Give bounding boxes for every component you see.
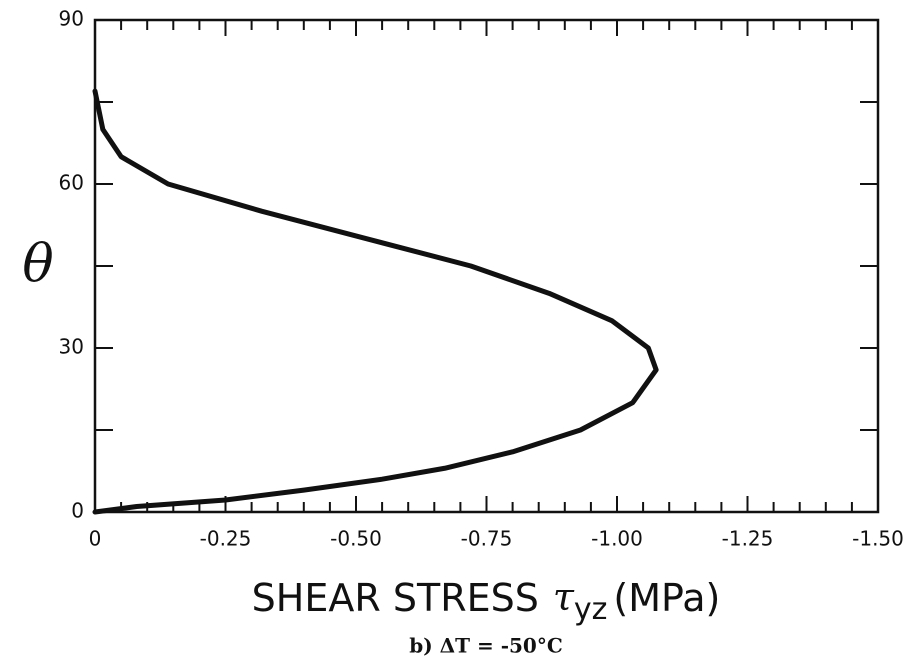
y-tick-label: 0 — [71, 499, 84, 523]
x-tick-label: -1.00 — [591, 527, 643, 551]
x-label-text: SHEAR STRESS — [252, 576, 539, 620]
x-tick-label: -0.50 — [330, 527, 382, 551]
x-tick-label: -0.75 — [461, 527, 513, 551]
y-axis-label: θ — [22, 235, 53, 295]
plot-frame — [93, 18, 880, 514]
x-tick-label: -0.25 — [200, 527, 252, 551]
x-label-subscript: yz — [574, 592, 608, 627]
x-label-symbol: τ — [553, 575, 575, 619]
x-tick-label: -1.25 — [722, 527, 774, 551]
y-tick-label: 90 — [59, 7, 84, 31]
x-label-unit: (MPa) — [613, 576, 720, 620]
y-tick-label: 60 — [59, 171, 84, 195]
y-tick-label: 30 — [59, 335, 84, 359]
x-tick-label: 0 — [89, 527, 102, 551]
data-line — [92, 88, 659, 515]
x-tick-label: -1.50 — [852, 527, 904, 551]
x-axis-label: SHEAR STRESS τyz (MPa) — [252, 575, 721, 627]
caption: b) ΔT = -50°C — [409, 634, 563, 658]
